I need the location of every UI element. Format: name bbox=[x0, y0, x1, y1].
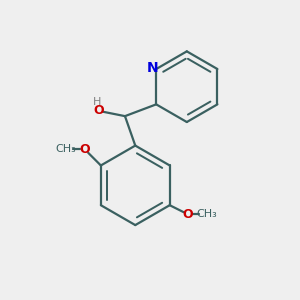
Text: CH₃: CH₃ bbox=[196, 209, 217, 219]
Text: O: O bbox=[182, 208, 193, 220]
Text: O: O bbox=[79, 143, 90, 156]
Text: H: H bbox=[93, 97, 101, 107]
Text: CH₃: CH₃ bbox=[55, 144, 76, 154]
Text: O: O bbox=[93, 104, 104, 117]
Text: N: N bbox=[147, 61, 158, 75]
